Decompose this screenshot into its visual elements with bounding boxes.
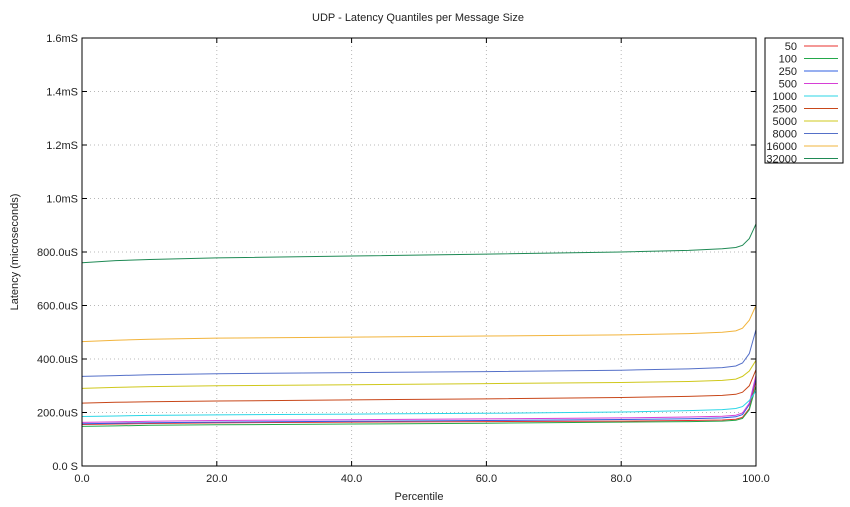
series-line-100 bbox=[81, 385, 757, 427]
legend-label-16000: 16000 bbox=[766, 141, 797, 153]
tick-labels: 0.0 20.0 40.0 60.0 80.0 100.0 0.0 S 200.0uS 400.… bbox=[37, 33, 770, 485]
legend-label-100: 100 bbox=[779, 54, 797, 66]
series-lines bbox=[81, 223, 757, 427]
y-tick-label: 800.0uS bbox=[37, 247, 78, 259]
x-axis-title: Percentile bbox=[395, 491, 444, 503]
series-line-16000 bbox=[81, 305, 757, 343]
series-line-500 bbox=[81, 374, 757, 423]
x-tick-label: 80.0 bbox=[610, 473, 631, 485]
y-tick-label: 1.2mS bbox=[46, 140, 78, 152]
legend-label-250: 250 bbox=[779, 66, 797, 78]
legend-label-8000: 8000 bbox=[773, 129, 797, 141]
legend-label-5000: 5000 bbox=[773, 116, 797, 128]
chart-title: UDP - Latency Quantiles per Message Size bbox=[312, 12, 524, 24]
x-tick-label: 40.0 bbox=[341, 473, 362, 485]
grid bbox=[82, 38, 756, 466]
y-axis-title: Latency (microseconds) bbox=[9, 194, 21, 311]
y-tick-label: 0.0 S bbox=[52, 461, 78, 473]
series-line-50 bbox=[81, 380, 757, 425]
legend-label-500: 500 bbox=[779, 79, 797, 91]
x-tick-label: 20.0 bbox=[206, 473, 227, 485]
legend-label-2500: 2500 bbox=[773, 104, 797, 116]
legend-label-32000: 32000 bbox=[766, 154, 797, 166]
series-line-5000 bbox=[81, 360, 757, 389]
x-tick-label: 100.0 bbox=[742, 473, 770, 485]
y-tick-label: 1.4mS bbox=[46, 87, 78, 99]
series-line-250 bbox=[81, 377, 757, 425]
x-tick-label: 60.0 bbox=[476, 473, 497, 485]
series-line-32000 bbox=[81, 223, 757, 264]
series-line-8000 bbox=[81, 329, 757, 377]
series-line-1000 bbox=[81, 390, 757, 417]
y-tick-label: 1.0mS bbox=[46, 194, 78, 206]
legend-label-1000: 1000 bbox=[773, 91, 797, 103]
legend-label-50: 50 bbox=[785, 41, 797, 53]
y-tick-label: 200.0uS bbox=[37, 408, 78, 420]
series-line-2500 bbox=[81, 369, 757, 404]
y-tick-label: 400.0uS bbox=[37, 354, 78, 366]
x-tick-label: 0.0 bbox=[74, 473, 89, 485]
y-tick-label: 1.6mS bbox=[46, 33, 78, 45]
y-tick-label: 600.0uS bbox=[37, 301, 78, 313]
